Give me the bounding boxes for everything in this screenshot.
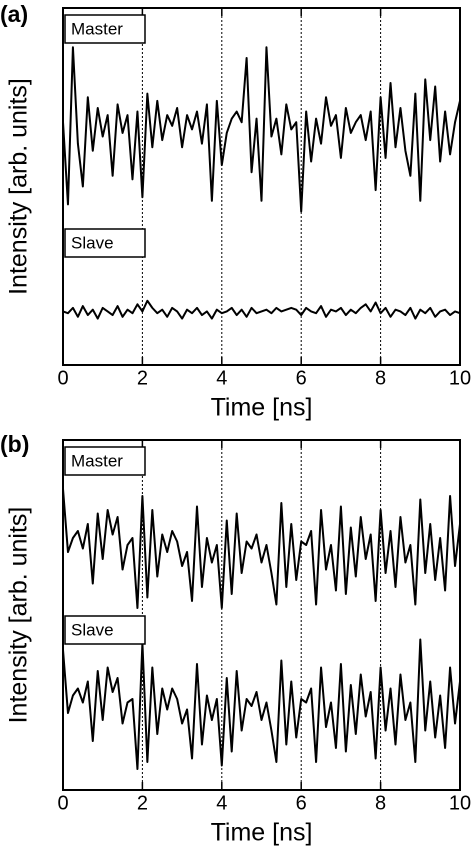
x-tick-label: 4 (216, 367, 227, 389)
panel-label: (a) (0, 1, 28, 27)
series-line (62, 299, 461, 320)
y-axis-label: Intensity [arb. units] (5, 507, 33, 724)
series-label: Master (71, 19, 123, 38)
x-tick-label: 10 (449, 367, 471, 389)
series-label: Slave (71, 233, 114, 252)
panel-label: (b) (0, 431, 29, 457)
series-label: Slave (71, 620, 114, 639)
x-axis-label: Time [ns] (211, 394, 313, 422)
x-tick-label: 6 (296, 792, 307, 814)
series-label: Master (71, 451, 123, 470)
x-tick-label: 0 (57, 792, 68, 814)
x-axis-label: Time [ns] (211, 819, 313, 847)
x-tick-label: 6 (296, 367, 307, 389)
x-tick-label: 2 (137, 367, 148, 389)
plot-frame (62, 7, 461, 366)
series-line (62, 46, 461, 213)
series-line (62, 488, 461, 609)
series-label-box (64, 446, 146, 476)
series-label-box (64, 615, 146, 645)
x-tick-label: 8 (375, 792, 386, 814)
y-axis-label: Intensity [arb. units] (5, 78, 33, 295)
series-label-box (64, 228, 146, 258)
x-tick-label: 4 (216, 792, 227, 814)
plot-frame (62, 439, 461, 791)
x-tick-label: 2 (137, 792, 148, 814)
series-label-box (64, 14, 146, 44)
series-line (62, 638, 461, 770)
x-tick-label: 10 (449, 792, 471, 814)
x-tick-label: 8 (375, 367, 386, 389)
x-tick-label: 0 (57, 367, 68, 389)
